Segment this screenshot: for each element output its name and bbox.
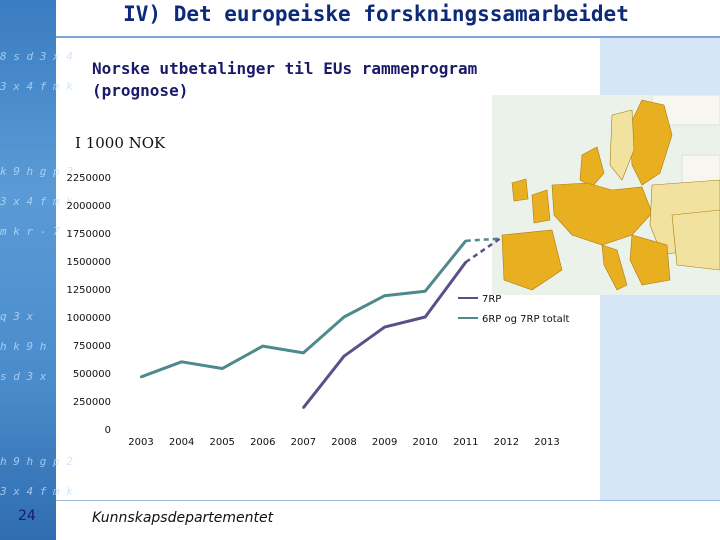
x-tick-label: 2010 (412, 437, 437, 448)
band-pattern-text: h 9 h g p 2 (0, 455, 73, 468)
band-pattern-text: k 9 h g p 2 (0, 165, 73, 178)
total-projection-dash (465, 237, 501, 243)
y-tick-label: 2250000 (66, 173, 111, 184)
chart-unit-label: I 1000 NOK (75, 134, 166, 152)
left-decorative-band (0, 0, 56, 540)
band-pattern-text: 8 s d 3 x 4 (0, 50, 73, 63)
band-pattern-text: s d 3 x (0, 370, 47, 383)
data-point (424, 290, 427, 293)
slide-subtitle: Norske utbetalinger til EUs rammeprogram… (92, 58, 477, 102)
data-point (302, 406, 305, 409)
x-tick-label: 2008 (331, 437, 356, 448)
band-pattern-text: q 3 x (0, 310, 34, 323)
data-point (180, 360, 183, 363)
data-point (261, 344, 264, 348)
data-point (342, 355, 346, 358)
subtitle-line-1: Norske utbetalinger til EUs rammeprogram (92, 59, 478, 78)
band-pattern-text: h k 9 h (0, 340, 47, 353)
band-pattern-text: 3 x 4 f m k (0, 195, 73, 208)
x-tick-label: 2007 (291, 437, 316, 448)
data-point (383, 294, 386, 297)
y-tick-label: 0 (105, 425, 111, 436)
x-tick-label: 2006 (250, 437, 275, 448)
x-tick-label: 2005 (209, 437, 234, 448)
title-underline (56, 36, 720, 38)
y-tick-label: 2000000 (66, 201, 111, 212)
x-tick-label: 2011 (453, 437, 478, 448)
y-axis-tick-labels: 0 250000 500000 750000 1000000 1250000 1500000… (66, 173, 111, 436)
chart-series (139, 237, 501, 409)
x-tick-label: 2004 (169, 437, 194, 448)
y-tick-label: 250000 (73, 397, 111, 408)
band-pattern-text: m k r - 7 y (0, 225, 73, 238)
data-point (424, 315, 427, 319)
legend-label: 7RP (482, 294, 501, 305)
slide-title: IV) Det europeiske forskningssamarbeidet (123, 2, 629, 26)
data-point (221, 367, 224, 370)
y-tick-label: 750000 (73, 341, 111, 352)
data-point (139, 375, 143, 379)
legend-label: 6RP og 7RP totalt (482, 314, 570, 325)
europe-map-image (492, 95, 720, 295)
footer-divider (56, 500, 720, 501)
y-tick-label: 500000 (73, 369, 111, 380)
x-tick-label: 2012 (494, 437, 519, 448)
7rp-projection-dash (465, 237, 501, 264)
subtitle-line-2: (prognose) (92, 81, 189, 100)
chart-legend: 7RP 6RP og 7RP totalt (458, 294, 570, 325)
y-tick-label: 1750000 (66, 229, 111, 240)
series-line-6rp-7rp-total (140, 239, 467, 379)
band-pattern-text: 3 x 4 f m k (0, 80, 73, 93)
y-tick-label: 1250000 (66, 285, 111, 296)
data-point (383, 325, 386, 329)
footer-department: Kunnskapsdepartementet (92, 510, 274, 526)
x-tick-label: 2009 (372, 437, 397, 448)
data-point (302, 351, 305, 355)
y-tick-label: 1000000 (66, 313, 111, 324)
x-axis-tick-labels: 2003 2004 2005 2006 2007 2008 2009 2010 2011 2012… (128, 437, 559, 448)
y-tick-label: 1500000 (66, 257, 111, 268)
band-pattern-text: 3 x 4 f m k (0, 485, 73, 498)
page-number: 24 (18, 508, 36, 524)
data-point (342, 315, 346, 319)
x-tick-label: 2003 (128, 437, 153, 448)
x-tick-label: 2013 (534, 437, 559, 448)
series-line-7rp (302, 261, 468, 409)
